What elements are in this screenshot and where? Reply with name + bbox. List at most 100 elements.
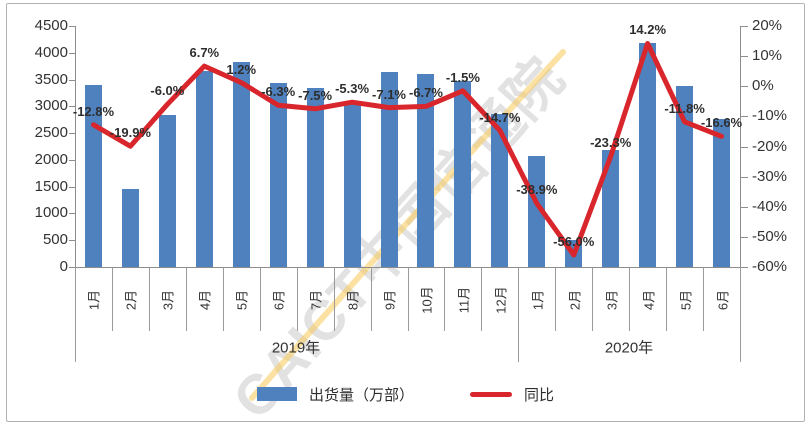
yoy-point-label: -11.8% (664, 100, 705, 116)
right-axis-tick (741, 116, 748, 118)
left-axis-tick-label: 1000 (34, 204, 68, 222)
month-cell-separator (148, 267, 150, 331)
left-axis-tick-label: 1500 (34, 177, 68, 195)
yoy-point-label: -56.0% (553, 233, 595, 249)
chart-outer-border (6, 3, 805, 422)
month-label: 8月 (345, 289, 361, 311)
legend-bar-label: 出货量（万部） (308, 386, 414, 404)
left-axis-tick-label: 0 (59, 258, 68, 275)
year-group-separator (518, 267, 520, 362)
right-axis-tick (741, 176, 748, 178)
month-cell-separator (481, 267, 483, 331)
month-label: 5月 (678, 289, 694, 311)
left-axis-tick (69, 106, 75, 108)
month-label: 1月 (86, 289, 102, 311)
right-axis-tick-label: 0% (752, 77, 774, 95)
year-group-separator (75, 267, 76, 362)
right-axis-tick-label: 10% (752, 47, 783, 65)
right-axis-tick-label: -40% (752, 197, 788, 215)
yoy-point-label: -6.0% (150, 83, 185, 99)
right-axis-line (740, 26, 741, 267)
month-label: 4月 (197, 289, 213, 311)
yoy-point-label: -14.7% (479, 109, 521, 125)
month-label: 5月 (234, 289, 250, 311)
right-axis-tick (741, 86, 748, 88)
yoy-point-label: -19.9% (109, 125, 152, 141)
month-cell-separator (592, 267, 594, 331)
legend-line-swatch (470, 391, 512, 397)
legend-bar-swatch (256, 387, 297, 401)
shipments-bar (417, 74, 435, 267)
month-label: 12月 (493, 286, 509, 314)
left-axis-tick (69, 52, 75, 54)
month-cell-separator (259, 267, 261, 331)
month-cell-separator (296, 267, 298, 331)
right-axis-tick (741, 206, 748, 208)
shipments-bar (232, 61, 250, 267)
month-cell-separator (407, 267, 409, 331)
left-axis-tick-label: 3500 (34, 70, 68, 88)
left-axis-tick-label: 3000 (34, 97, 68, 115)
month-label: 2月 (123, 289, 139, 311)
left-axis-tick (69, 26, 75, 27)
left-axis-tick (69, 159, 75, 161)
shipments-bar (639, 43, 657, 267)
month-label: 6月 (271, 289, 287, 311)
year-label-2020: 2020年 (604, 339, 654, 357)
yoy-point-label: 14.2% (629, 22, 667, 38)
yoy-point-label: 1.2% (226, 61, 257, 77)
year-label-2019: 2019年 (271, 339, 321, 357)
shipments-bar (195, 70, 213, 267)
shipments-bar (343, 103, 361, 267)
right-axis-tick-label: -20% (752, 137, 788, 155)
shipments-bar (380, 72, 398, 267)
yoy-point-label: -12.8% (72, 103, 115, 119)
left-axis-tick (69, 186, 75, 188)
right-axis-tick-label: -10% (752, 107, 788, 125)
shipments-bar (84, 84, 102, 267)
left-axis-tick-label: 4000 (34, 43, 68, 61)
month-label: 7月 (308, 289, 324, 311)
left-axis-tick-label: 4500 (34, 17, 68, 34)
month-label: 3月 (160, 289, 176, 311)
right-axis-tick-label: -60% (752, 258, 788, 275)
month-cell-separator (370, 267, 372, 331)
legend-line-label: 同比 (524, 386, 555, 404)
month-cell-separator (666, 267, 668, 331)
shipments-bar (676, 85, 694, 267)
shipments-bar (713, 119, 731, 267)
shipments-bar (269, 83, 287, 267)
right-axis-tick (741, 146, 748, 148)
shipments-bar (491, 114, 509, 267)
month-cell-separator (444, 267, 446, 331)
yoy-point-label: 6.7% (189, 45, 220, 61)
right-axis-tick-label: -30% (752, 167, 788, 185)
left-axis-tick-label: 500 (42, 231, 68, 249)
month-label: 11月 (456, 286, 472, 314)
right-axis-tick (741, 56, 748, 58)
left-axis-tick (69, 79, 75, 81)
left-axis-tick (69, 267, 75, 268)
right-axis-tick (741, 236, 748, 238)
month-label: 6月 (715, 289, 731, 311)
left-axis-tick (69, 213, 75, 215)
month-cell-separator (185, 267, 187, 331)
month-cell-separator (703, 267, 705, 331)
month-label: 1月 (530, 289, 546, 311)
month-cell-separator (222, 267, 224, 331)
left-axis-tick-label: 2500 (34, 124, 68, 142)
right-axis-tick (741, 26, 748, 27)
yoy-point-label: -7.1% (372, 86, 406, 102)
yoy-point-label: -6.3% (261, 84, 296, 100)
yoy-point-label: -23.3% (590, 135, 632, 151)
month-label: 10月 (419, 286, 435, 314)
yoy-point-label: -7.5% (298, 87, 333, 103)
shipments-bar (121, 189, 139, 267)
shipments-bar (454, 80, 472, 267)
yoy-point-label: -16.6% (700, 115, 743, 131)
right-axis-tick-label: 20% (752, 17, 783, 34)
left-axis-tick (69, 240, 75, 242)
month-label: 2月 (567, 289, 583, 311)
month-cell-separator (333, 267, 335, 331)
